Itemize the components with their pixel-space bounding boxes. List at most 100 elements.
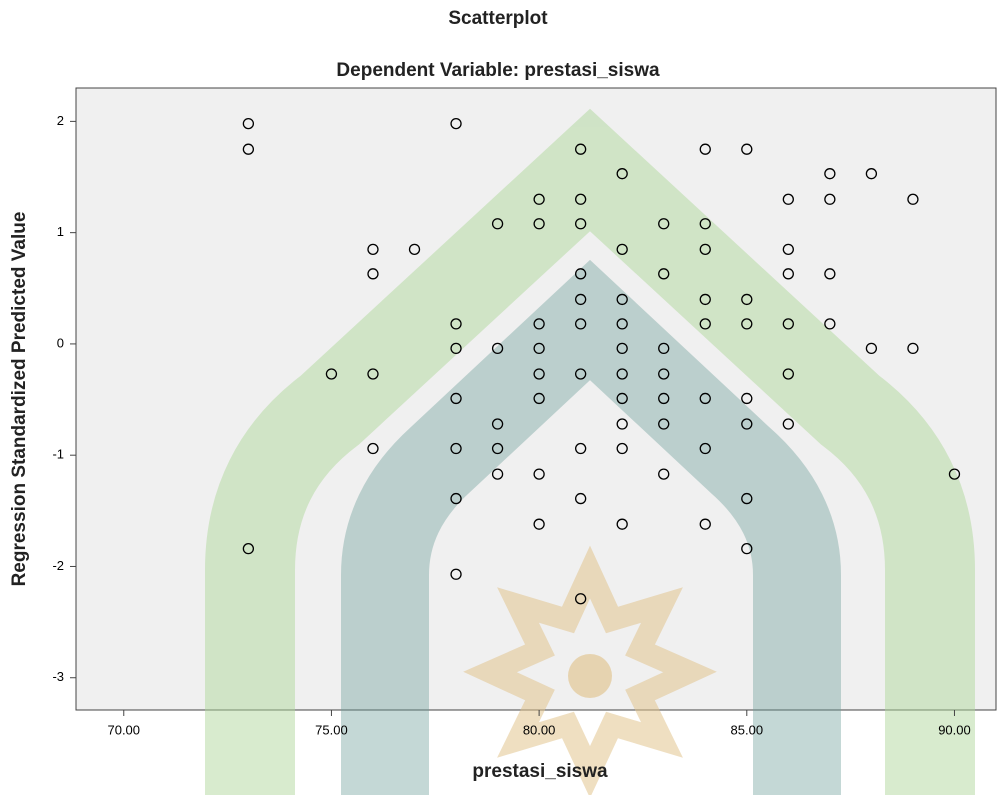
- y-tick-label: -3: [52, 669, 64, 684]
- data-point: [907, 342, 919, 355]
- data-point: [491, 218, 504, 230]
- data-point: [782, 243, 794, 255]
- data-point: [450, 492, 462, 505]
- data-point: [533, 518, 545, 530]
- chart-title: Scatterplot: [448, 8, 548, 29]
- data-point: [533, 318, 545, 330]
- data-point: [907, 193, 919, 205]
- data-point: [575, 368, 587, 380]
- data-point: [491, 342, 504, 355]
- data-point: [450, 117, 462, 130]
- data-point: [782, 193, 794, 205]
- data-point: [658, 468, 670, 480]
- watermark-dot: [568, 654, 612, 698]
- data-point: [616, 368, 628, 380]
- data-point: [242, 543, 255, 555]
- data-point: [824, 318, 836, 330]
- data-point: [824, 193, 836, 205]
- data-point: [741, 392, 753, 405]
- data-point: [450, 568, 462, 580]
- data-point: [575, 193, 587, 205]
- y-tick-label: 1: [57, 224, 64, 239]
- data-point: [658, 418, 670, 430]
- data-point: [824, 268, 836, 280]
- data-point: [533, 342, 545, 355]
- data-point: [658, 342, 670, 355]
- data-point: [824, 168, 836, 180]
- data-point: [491, 418, 504, 430]
- data-point: [865, 168, 878, 180]
- watermark-arch: [341, 259, 841, 795]
- data-point: [741, 418, 753, 430]
- x-tick-label: 90.00: [938, 722, 971, 737]
- data-point: [575, 143, 587, 155]
- data-point: [741, 318, 753, 330]
- data-point: [325, 368, 338, 380]
- data-point: [699, 143, 711, 155]
- data-point: [450, 318, 462, 330]
- data-point: [491, 468, 504, 480]
- data-point: [782, 318, 794, 330]
- data-point: [699, 218, 711, 230]
- data-point: [575, 218, 587, 230]
- data-point: [367, 368, 379, 380]
- data-point: [533, 468, 545, 480]
- data-point: [575, 293, 587, 306]
- y-tick-label: 2: [57, 113, 64, 128]
- data-point: [616, 418, 628, 430]
- watermark-arch: [205, 108, 975, 795]
- data-point: [658, 368, 670, 380]
- y-tick-label: -2: [52, 558, 64, 573]
- data-point: [699, 442, 711, 455]
- data-point: [616, 318, 628, 330]
- data-point: [533, 392, 545, 405]
- data-point: [450, 342, 462, 355]
- data-point: [658, 218, 670, 230]
- data-point: [575, 492, 587, 505]
- data-point: [948, 468, 961, 480]
- data-point: [616, 342, 628, 355]
- data-point: [699, 392, 711, 405]
- data-point: [575, 593, 587, 605]
- data-point: [367, 268, 379, 280]
- data-point: [533, 368, 545, 380]
- data-point: [782, 268, 794, 280]
- y-tick-label: -1: [52, 447, 64, 462]
- data-point: [408, 243, 421, 255]
- data-point: [450, 442, 462, 455]
- data-point: [616, 518, 628, 530]
- y-axis-label: Regression Standardized Predicted Value: [9, 212, 30, 587]
- data-point: [782, 368, 794, 380]
- watermark: [205, 108, 975, 798]
- data-point: [699, 318, 711, 330]
- data-point: [367, 243, 379, 255]
- data-point: [616, 243, 628, 255]
- x-tick-label: 70.00: [107, 722, 140, 737]
- data-point: [533, 218, 545, 230]
- x-tick-label: 80.00: [523, 722, 556, 737]
- y-tick-label: 0: [57, 335, 64, 350]
- data-point: [533, 193, 545, 205]
- data-point: [575, 268, 587, 280]
- data-point: [450, 392, 462, 405]
- data-point: [242, 117, 255, 130]
- data-point: [658, 268, 670, 280]
- data-point: [616, 168, 628, 180]
- data-point: [741, 293, 753, 306]
- data-point: [658, 392, 670, 405]
- data-point: [616, 293, 628, 306]
- x-axis-label: prestasi_siswa: [472, 761, 608, 782]
- x-tick-label: 75.00: [315, 722, 348, 737]
- data-point: [782, 418, 794, 430]
- data-point: [491, 442, 504, 455]
- data-point: [616, 392, 628, 405]
- data-point: [865, 342, 878, 355]
- data-point: [741, 543, 753, 555]
- chart-subtitle: Dependent Variable: prestasi_siswa: [336, 60, 660, 81]
- data-point: [699, 518, 711, 530]
- data-point: [741, 143, 753, 155]
- watermark-star: [463, 545, 717, 798]
- data-point: [575, 318, 587, 330]
- x-tick-label: 85.00: [731, 722, 764, 737]
